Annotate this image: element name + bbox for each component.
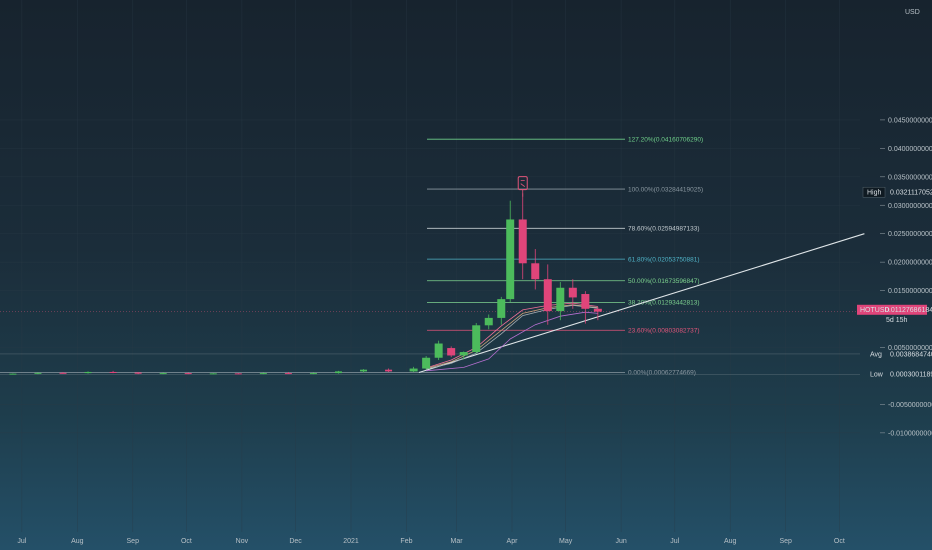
candle-body — [284, 373, 292, 375]
candle-body — [109, 371, 117, 373]
candle-body — [334, 371, 342, 374]
x-tick-label: Oct — [834, 538, 845, 545]
y-tick-label: 0.0450000000 — [888, 117, 932, 124]
candle-body — [447, 348, 456, 356]
fib-level-label: 0.00%(0.0006277466​9) — [628, 370, 696, 377]
x-tick-label: Sep — [127, 538, 140, 545]
price-tag-value: 0.0003001189​6 — [890, 372, 932, 379]
candle-body — [234, 373, 242, 375]
x-tick-label: Nov — [236, 538, 249, 545]
candle-body — [422, 357, 431, 369]
moving-average-line — [425, 304, 598, 369]
price-tag-label: Avg — [870, 351, 882, 358]
candle-body — [506, 219, 515, 300]
y-tick-label: 0.0050000000 — [888, 345, 932, 352]
candle-body — [484, 317, 493, 326]
x-tick-label: Jun — [615, 538, 626, 545]
price-tag-high — [862, 186, 886, 198]
price-tag-label: Low — [870, 372, 884, 379]
fib-level-label: 50.00%(0.0167359684​7) — [628, 278, 700, 285]
x-tick-label: Dec — [289, 538, 302, 545]
x-tick-label: Jul — [670, 538, 679, 545]
y-tick-label: 0.0250000000 — [888, 231, 932, 238]
price-tag-value: 0.0321117052​1 — [890, 190, 932, 197]
candle-body — [159, 373, 167, 375]
candle-body — [209, 373, 217, 375]
y-tick-label: 0.0350000000 — [888, 174, 932, 181]
moving-average-line — [426, 311, 598, 372]
y-tick-label: 0.0200000000 — [888, 260, 932, 267]
candle-body — [459, 352, 468, 356]
candle-body — [497, 299, 506, 318]
x-tick-label: May — [559, 538, 573, 545]
candle-body — [309, 373, 317, 375]
signal-marker-icon — [517, 176, 528, 191]
price-tag-symbol: HOTUSD — [860, 307, 890, 314]
candle-body — [581, 294, 590, 309]
y-tick-label: -0.0050000000 — [888, 402, 932, 409]
candle-body — [84, 371, 92, 374]
candle-body — [409, 368, 418, 372]
candle-body — [434, 343, 443, 358]
x-tick-label: Apr — [507, 538, 519, 545]
moving-average-line — [425, 302, 598, 369]
currency-label: USD — [905, 9, 920, 16]
fib-level-label: 23.60%(0.0080308273​7) — [628, 328, 700, 335]
candle-body — [9, 373, 17, 375]
y-tick-label: 0.0300000000 — [888, 203, 932, 210]
x-tick-label: Aug — [724, 538, 737, 545]
y-tick-label: 0.0400000000 — [888, 146, 932, 153]
candle-body — [518, 219, 527, 264]
signal-marker-glyph — [520, 183, 525, 187]
price-tag-current — [857, 304, 927, 315]
candle-body — [593, 308, 602, 312]
candle-body — [385, 369, 393, 372]
candle-body — [543, 279, 552, 312]
y-tick-label: -0.0100000000 — [888, 430, 932, 437]
trendline — [418, 233, 865, 374]
candle-body — [360, 369, 368, 372]
candle-body — [568, 287, 577, 298]
x-tick-label: Sep — [779, 538, 792, 545]
x-tick-label: Aug — [71, 538, 84, 545]
x-tick-label: Oct — [181, 538, 192, 545]
fib-level-label: 100.00%(0.0328441902​5) — [628, 186, 703, 193]
candle-body — [34, 372, 42, 374]
y-tick-label: 0.0150000000 — [888, 288, 932, 295]
candle-body — [59, 372, 67, 374]
moving-average-line — [426, 304, 598, 370]
candle-body — [184, 373, 192, 375]
price-tag-countdown: 5d 15h — [886, 317, 908, 324]
fib-level-label: 127.20%(0.0416070629​0) — [628, 137, 703, 144]
fib-level-label: 61.80%(0.0205375088​1) — [628, 256, 700, 263]
price-tag-label: High — [867, 190, 882, 197]
fib-level-label: 78.60%(0.0259498713​3) — [628, 226, 700, 233]
x-tick-label: 2021 — [343, 538, 359, 545]
price-tag-value: 0.0038684740​1 — [890, 351, 932, 358]
candle-body — [259, 373, 267, 375]
fib-level-label: 38.20%(0.0129344281​3) — [628, 300, 700, 307]
candle-body — [134, 372, 142, 374]
candle-body — [556, 287, 565, 312]
x-tick-label: Jul — [17, 538, 26, 545]
price-tag-value: 0.0112768618​4 — [885, 307, 932, 314]
candle-body — [472, 325, 481, 353]
x-tick-label: Feb — [400, 538, 412, 545]
x-tick-label: Mar — [451, 538, 464, 545]
candle-body — [531, 263, 540, 280]
